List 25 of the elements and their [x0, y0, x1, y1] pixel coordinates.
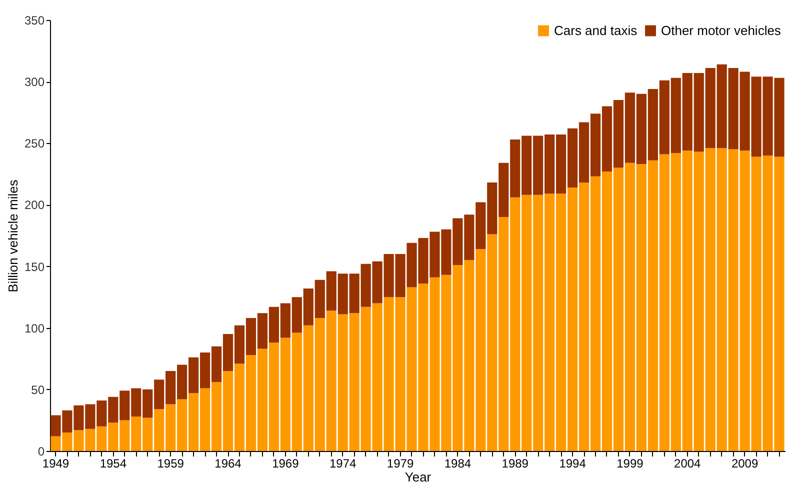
x-tick-label: 1984: [444, 456, 472, 470]
y-tick-label: 50: [31, 382, 45, 397]
x-tick-label: 2009: [731, 456, 758, 470]
x-tick-label: 1974: [330, 456, 357, 470]
y-tick-label: 0: [38, 444, 45, 458]
y-tick-label: 300: [24, 75, 45, 90]
x-tick-label: 1969: [272, 456, 300, 470]
x-tick-label: 1999: [616, 456, 644, 470]
x-tick-label: 1994: [559, 456, 586, 470]
y-tick-label: 100: [24, 321, 45, 336]
x-tick-label: 1949: [42, 456, 70, 470]
x-tick-label: 2004: [674, 456, 702, 470]
legend-label: Other motor vehicles: [661, 22, 782, 38]
x-tick-label: 1959: [157, 456, 184, 470]
y-tick-label: 250: [24, 136, 45, 151]
y-axis-title: Billion vehicle miles: [5, 179, 20, 292]
legend-label: Cars and taxis: [554, 22, 638, 38]
x-tick-label: 1954: [100, 456, 127, 470]
x-tick-label: 1989: [502, 456, 529, 470]
x-axis-title: Year: [404, 470, 432, 484]
y-tick-label: 350: [24, 14, 45, 28]
x-tick-label: 1979: [386, 456, 414, 470]
y-tick-label: 200: [24, 198, 45, 212]
x-tick-label: 1964: [214, 456, 242, 470]
y-tick-label: 150: [24, 260, 45, 274]
